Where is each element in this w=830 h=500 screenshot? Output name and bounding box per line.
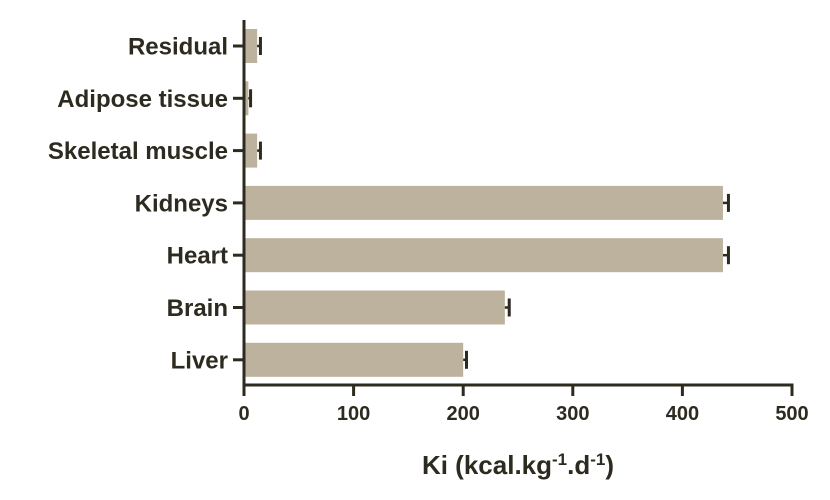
- category-label-residual: Residual: [128, 34, 228, 61]
- x-tick-label-300: 300: [556, 403, 589, 425]
- bar-kidneys: [245, 185, 723, 220]
- x-axis-title: Ki (kcal.kg-1.d-1): [422, 450, 614, 481]
- x-ticks-group: [242, 385, 794, 396]
- x-axis-title-end: ): [605, 450, 614, 480]
- x-axis-title-main: Ki (kcal.kg: [422, 450, 552, 480]
- category-label-heart: Heart: [167, 243, 228, 270]
- category-label-skeletal-muscle: Skeletal muscle: [48, 138, 228, 165]
- x-tick-label-500: 500: [775, 403, 808, 425]
- bar-skeletal-muscle: [245, 133, 258, 168]
- x-tick-label-400: 400: [666, 403, 699, 425]
- error-bars-group: [248, 37, 730, 369]
- category-label-liver: Liver: [171, 347, 228, 374]
- x-axis-title-mid: .d: [567, 450, 590, 480]
- category-labels-group: Residual Adipose tissue Skeletal muscle Kid…: [48, 34, 228, 375]
- x-tick-label-200: 200: [447, 403, 480, 425]
- x-tick-labels-group: 0 100 200 300 400 500: [238, 403, 808, 425]
- bar-adipose-tissue: [245, 81, 249, 116]
- category-label-brain: Brain: [167, 295, 228, 322]
- x-tick-label-100: 100: [337, 403, 370, 425]
- x-tick-label-0: 0: [238, 403, 249, 425]
- bars-group: [245, 29, 723, 377]
- bar-brain: [245, 290, 505, 325]
- category-label-adipose-tissue: Adipose tissue: [57, 86, 228, 113]
- y-ticks-group: [233, 44, 244, 362]
- bar-liver: [245, 342, 464, 377]
- bar-residual: [245, 29, 258, 63]
- x-axis-title-sup-1: -1: [552, 450, 567, 469]
- bar-heart: [245, 238, 723, 273]
- category-label-kidneys: Kidneys: [135, 190, 228, 217]
- x-axis-title-sup-2: -1: [590, 450, 605, 469]
